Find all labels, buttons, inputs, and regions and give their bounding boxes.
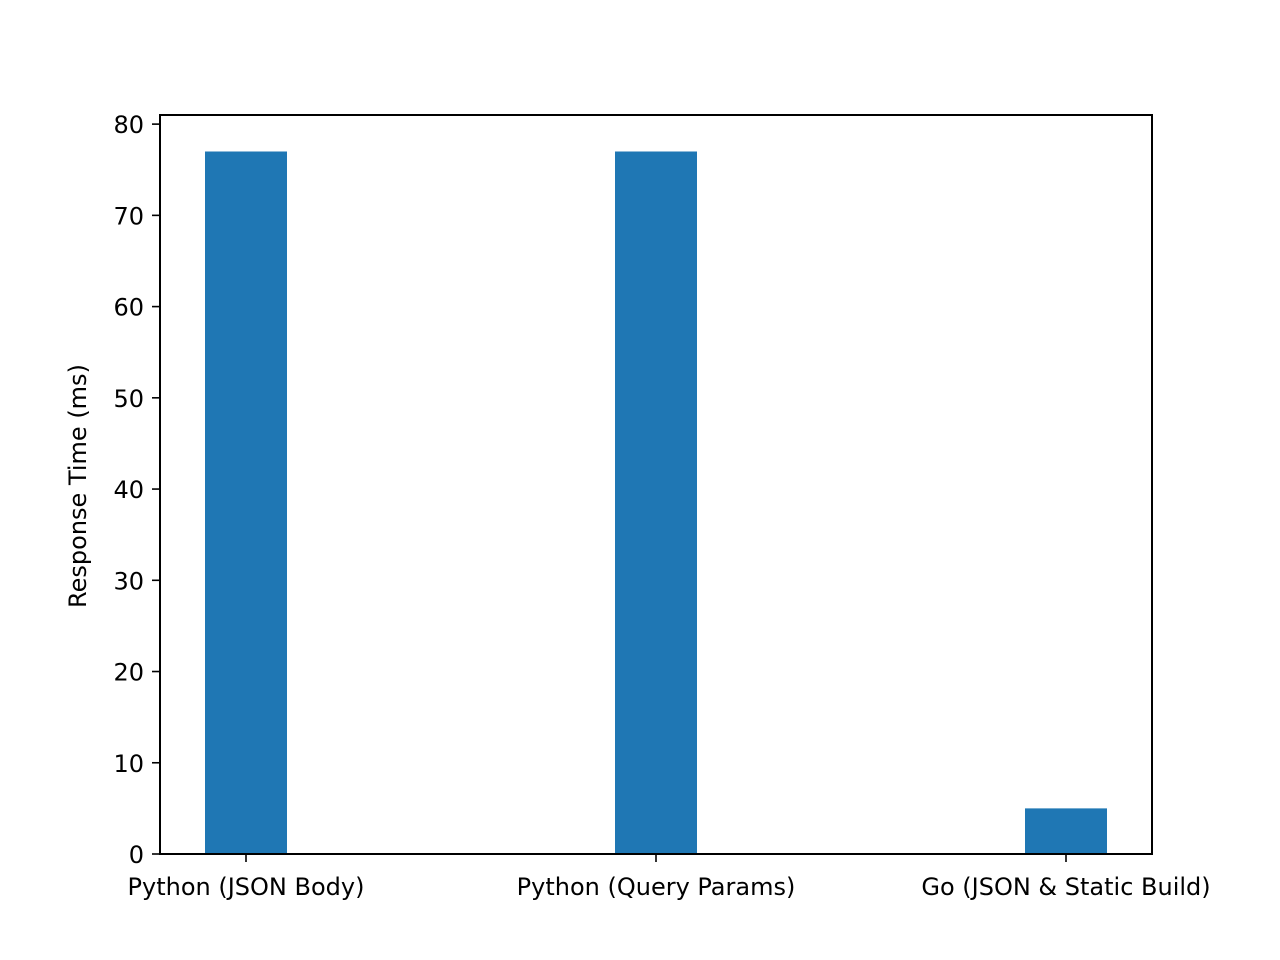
x-tick-label-0: Python (JSON Body) xyxy=(128,873,365,901)
x-axis: Python (JSON Body) Python (Query Params) G… xyxy=(128,854,1211,901)
bar-0 xyxy=(205,151,287,854)
bars-group xyxy=(205,151,1107,854)
y-axis-label: Response Time (ms) xyxy=(64,364,92,608)
y-tick-label-5: 50 xyxy=(113,385,144,413)
y-tick-label-1: 10 xyxy=(113,750,144,778)
bar-1 xyxy=(615,151,697,854)
x-tick-label-1: Python (Query Params) xyxy=(517,873,796,901)
y-tick-label-6: 60 xyxy=(113,294,144,322)
y-tick-label-8: 80 xyxy=(113,111,144,139)
y-tick-label-4: 40 xyxy=(113,476,144,504)
y-tick-label-3: 30 xyxy=(113,567,144,595)
bar-2 xyxy=(1025,808,1107,854)
y-axis: 0 10 20 30 40 50 60 70 80 xyxy=(113,111,160,869)
x-tick-label-2: Go (JSON & Static Build) xyxy=(921,873,1210,901)
y-tick-label-2: 20 xyxy=(113,659,144,687)
y-tick-label-7: 70 xyxy=(113,202,144,230)
y-tick-label-0: 0 xyxy=(129,841,144,869)
